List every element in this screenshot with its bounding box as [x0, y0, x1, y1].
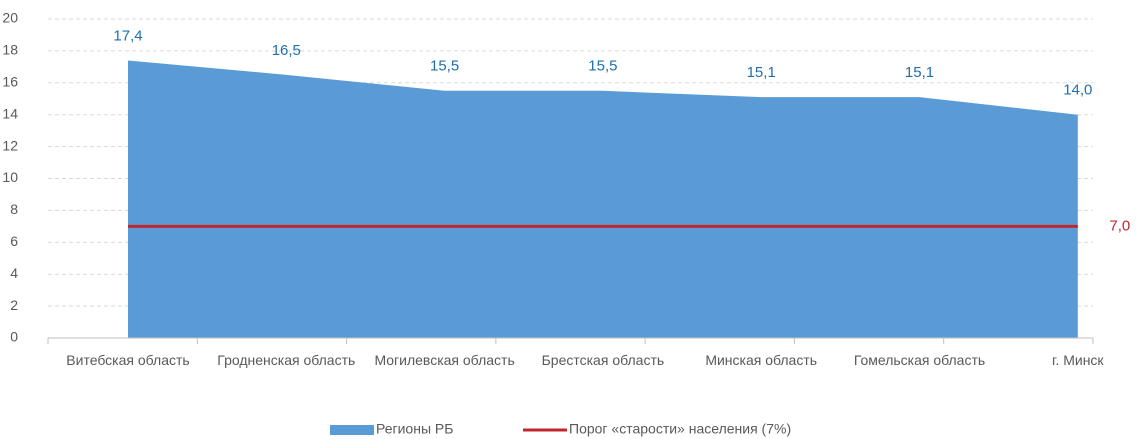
- x-tick-label: Могилевская область: [374, 352, 515, 368]
- x-tick-label: Гродненская область: [217, 352, 356, 368]
- legend-label: Регионы РБ: [376, 421, 453, 437]
- data-label: 15,1: [905, 64, 934, 81]
- x-tick-label: Минская область: [705, 352, 818, 368]
- data-label: 16,5: [272, 42, 301, 59]
- y-tick-label: 0: [10, 329, 18, 345]
- y-tick-label: 2: [10, 297, 18, 313]
- y-tick-label: 20: [2, 10, 18, 26]
- y-tick-label: 10: [2, 169, 18, 185]
- data-label: 7,0: [1109, 217, 1130, 234]
- data-label: 14,0: [1063, 82, 1092, 99]
- data-label: 15,5: [430, 58, 459, 75]
- data-label: 17,4: [113, 27, 142, 44]
- legend-label: Порог «старости» населения (7%): [569, 421, 791, 437]
- y-tick-label: 8: [10, 201, 18, 217]
- y-tick-label: 18: [2, 42, 18, 58]
- x-tick-label: Брестская область: [541, 352, 665, 368]
- y-tick-label: 6: [10, 233, 18, 249]
- y-tick-label: 14: [2, 105, 18, 121]
- y-tick-label: 16: [2, 74, 18, 90]
- x-tick-label: г. Минск: [1052, 352, 1104, 368]
- data-label: 15,1: [747, 64, 776, 81]
- data-label: 15,5: [588, 58, 617, 75]
- legend-swatch: [330, 425, 374, 435]
- y-tick-label: 4: [10, 265, 18, 281]
- area: [128, 60, 1078, 338]
- x-tick-label: Витебская область: [66, 352, 190, 368]
- y-tick-label: 12: [2, 137, 18, 153]
- x-tick-label: Гомельская область: [853, 352, 986, 368]
